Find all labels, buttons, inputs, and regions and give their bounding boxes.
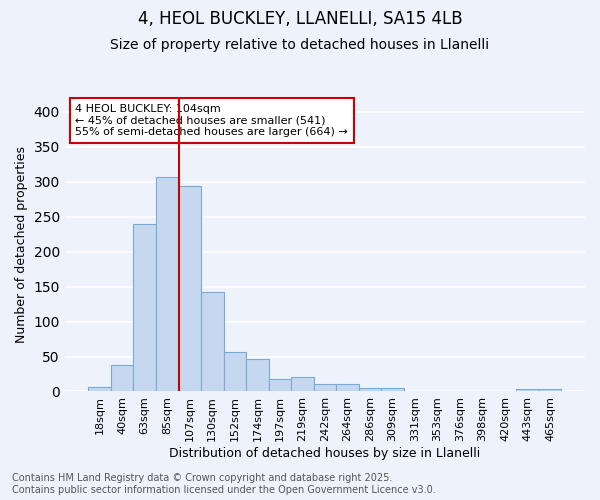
Bar [517, 390, 539, 392]
Bar [314, 384, 336, 392]
Bar [336, 384, 359, 392]
Bar [269, 379, 291, 392]
Y-axis label: Number of detached properties: Number of detached properties [15, 146, 28, 343]
Text: Contains HM Land Registry data © Crown copyright and database right 2025.
Contai: Contains HM Land Registry data © Crown c… [12, 474, 436, 495]
Bar [179, 186, 201, 392]
Text: 4, HEOL BUCKLEY, LLANELLI, SA15 4LB: 4, HEOL BUCKLEY, LLANELLI, SA15 4LB [137, 10, 463, 28]
Bar [539, 390, 562, 392]
Bar [404, 391, 426, 392]
Bar [291, 378, 314, 392]
Bar [494, 391, 517, 392]
Bar [246, 358, 269, 392]
Bar [156, 177, 179, 392]
Bar [111, 365, 133, 392]
Bar [426, 391, 449, 392]
Bar [88, 386, 111, 392]
X-axis label: Distribution of detached houses by size in Llanelli: Distribution of detached houses by size … [169, 447, 481, 460]
Bar [381, 388, 404, 392]
Text: 4 HEOL BUCKLEY: 104sqm
← 45% of detached houses are smaller (541)
55% of semi-de: 4 HEOL BUCKLEY: 104sqm ← 45% of detached… [75, 104, 348, 137]
Bar [201, 292, 224, 392]
Bar [359, 388, 381, 392]
Bar [133, 224, 156, 392]
Bar [224, 352, 246, 392]
Text: Size of property relative to detached houses in Llanelli: Size of property relative to detached ho… [110, 38, 490, 52]
